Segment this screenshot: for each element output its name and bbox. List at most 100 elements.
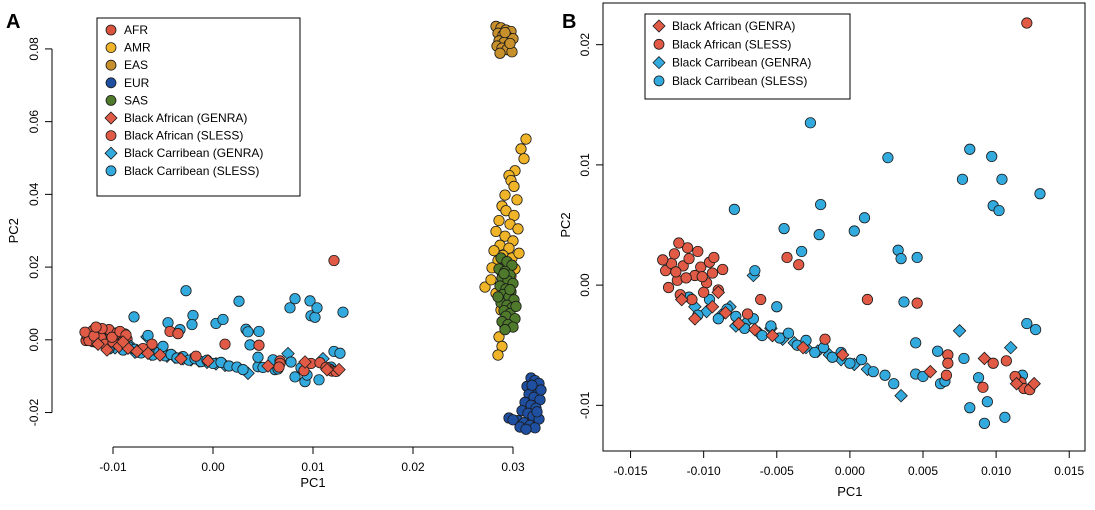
- point-black-african-genra: [796, 340, 810, 355]
- x-tick-label: 0.000: [835, 464, 865, 478]
- legend-marker: [104, 111, 118, 125]
- legend-marker: [105, 95, 117, 106]
- point-black-african-sless: [662, 281, 675, 294]
- panel-b: B -0.015 -0.010 -0.005 0.000 0.005 0.010 0.015…: [558, 2, 1086, 499]
- legend-box: [96, 17, 301, 197]
- legend-marker: [653, 75, 665, 87]
- y-axis-label: PC2: [6, 218, 21, 243]
- point-black-african-sless: [692, 245, 704, 258]
- legend-marker: [105, 165, 117, 177]
- point-black-african-sless: [793, 259, 805, 271]
- point-eur: [526, 379, 538, 391]
- point-black-african-genra: [835, 348, 850, 362]
- point-black-african-sless: [717, 263, 729, 276]
- point-black-african-genra: [674, 292, 689, 307]
- point-black-carribean-sless: [765, 320, 777, 332]
- point-black-carribean-sless: [809, 346, 821, 359]
- point-black-african-genra: [174, 351, 188, 366]
- legend-label: SAS: [124, 93, 148, 107]
- point-black-african-sless: [940, 369, 952, 381]
- point-black-african-genra: [711, 285, 726, 300]
- point-black-carribean-sless: [242, 326, 254, 338]
- point-black-carribean-sless: [911, 251, 923, 264]
- panel-a-letter: A: [6, 11, 20, 33]
- point-black-carribean-sless: [844, 357, 856, 369]
- point-black-carribean-sless: [128, 311, 140, 323]
- point-black-carribean-genra: [952, 323, 967, 338]
- point-black-african-sless: [987, 357, 999, 369]
- point-black-african-sless: [781, 251, 793, 264]
- point-black-african-sless: [657, 254, 669, 266]
- point-black-carribean-sless: [879, 369, 891, 381]
- point-black-carribean-sless: [978, 417, 991, 429]
- point-black-carribean-sless: [217, 313, 229, 326]
- y-tick-label: 0.00: [27, 328, 41, 352]
- point-black-carribean-sless: [285, 356, 297, 368]
- legend-box: [644, 13, 851, 100]
- point-black-carribean-sless: [999, 411, 1011, 423]
- legend-marker: [653, 38, 665, 50]
- y-tick-label: -0.01: [578, 391, 592, 419]
- point-black-carribean-sless: [964, 143, 976, 155]
- point-black-carribean-sless: [848, 225, 860, 237]
- point-black-african-sless: [670, 266, 682, 278]
- point-black-carribean-sless: [237, 364, 249, 376]
- point-black-african-genra: [688, 311, 702, 326]
- point-sas: [498, 268, 510, 280]
- point-black-african-sless: [680, 272, 692, 284]
- point-black-carribean-sless: [284, 302, 296, 314]
- panel-b-letter: B: [562, 11, 576, 33]
- panel-a: A -0.01 0.00 0.01 0.02 0.03 -0.02 0.00 0.02 0.04…: [6, 11, 547, 490]
- point-black-african-sless: [673, 237, 685, 249]
- point-amr: [479, 281, 491, 293]
- x-axis-label: PC1: [837, 484, 862, 499]
- point-sas: [492, 291, 504, 303]
- point-black-african-genra: [141, 346, 155, 361]
- legend: Black African (GENRA) Black African (SLES…: [644, 13, 851, 100]
- point-black-carribean-sless: [826, 351, 838, 363]
- point-amr: [499, 189, 511, 201]
- data-points: [79, 20, 547, 435]
- legend-label: Black Carribean (GENRA): [124, 146, 263, 160]
- point-amr: [518, 153, 530, 165]
- point-black-african-sless: [190, 350, 202, 362]
- point-black-carribean-sless: [1034, 188, 1046, 200]
- point-black-african-sless: [942, 357, 954, 369]
- point-black-african-sless: [696, 271, 708, 283]
- point-black-african-genra: [298, 355, 312, 369]
- point-black-carribean-sless: [815, 198, 827, 211]
- x-tick-label: -0.015: [614, 464, 648, 478]
- point-black-african-sless: [683, 253, 695, 265]
- point-black-african-genra: [1027, 376, 1041, 391]
- point-black-african-sless: [273, 361, 285, 373]
- x-tick-label: 0.015: [1054, 464, 1084, 478]
- point-black-carribean-sless: [917, 370, 929, 383]
- point-black-carribean-genra: [1003, 340, 1018, 355]
- point-black-african-sless: [668, 248, 681, 260]
- point-black-carribean-sless: [180, 285, 192, 297]
- point-black-african-genra: [320, 362, 334, 377]
- point-black-african-genra: [332, 362, 346, 377]
- point-black-african-genra: [977, 351, 992, 366]
- point-black-african-sless: [741, 308, 754, 320]
- point-black-carribean-sless: [895, 253, 907, 265]
- point-black-carribean-sless: [986, 150, 998, 163]
- point-black-carribean-sless: [993, 204, 1005, 217]
- y-tick-label: 0.08: [27, 37, 41, 61]
- point-black-carribean-sless: [186, 318, 198, 331]
- point-black-carribean-sless: [782, 327, 795, 339]
- y-tick-label: 0.00: [578, 273, 592, 297]
- x-tick-label: -0.010: [687, 464, 721, 478]
- x-tick-label: 0.005: [908, 464, 938, 478]
- point-black-african-sless: [253, 339, 265, 351]
- legend-label: Black Carribean (GENRA): [672, 56, 811, 70]
- point-black-carribean-sless: [855, 354, 868, 366]
- point-black-carribean-sless: [304, 295, 316, 307]
- point-black-carribean-sless: [252, 351, 264, 363]
- point-black-carribean-sless: [882, 152, 894, 164]
- point-black-african-genra: [116, 335, 130, 349]
- point-black-african-sless: [1000, 355, 1012, 367]
- point-black-carribean-sless: [858, 212, 871, 224]
- point-black-carribean-sless: [813, 229, 825, 241]
